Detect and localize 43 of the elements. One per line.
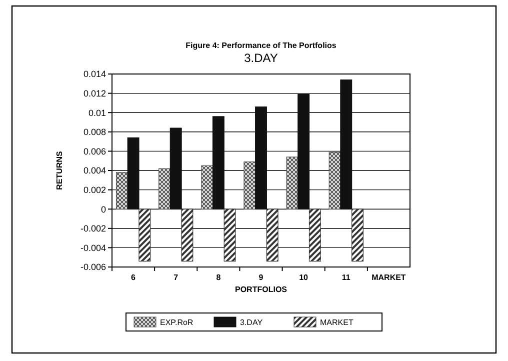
y-tick-label: 0.006 (83, 146, 106, 156)
x-tick-label: 6 (131, 273, 136, 282)
bar (352, 208, 364, 262)
bar (158, 168, 170, 210)
bar (138, 208, 151, 262)
bar (181, 208, 194, 262)
bar (255, 106, 267, 210)
legend-label: 3.DAY (240, 318, 264, 327)
bar (170, 128, 182, 210)
legend-label: EXP.RoR (160, 318, 194, 327)
bar (224, 208, 236, 262)
x-tick-label: 11 (342, 273, 351, 282)
bar (308, 208, 321, 262)
x-tick-label: 8 (216, 273, 222, 282)
bar (328, 152, 341, 210)
y-tick-label: 0.008 (83, 127, 106, 138)
y-tick-label: -0.006 (80, 262, 106, 272)
y-tick-label: 0.012 (83, 88, 106, 98)
x-tick-label: 7 (174, 273, 179, 282)
bar (212, 116, 224, 210)
bar (244, 162, 256, 210)
y-tick-label: -0.004 (80, 242, 106, 253)
y-tick-label: 0.004 (83, 166, 106, 176)
legend-label: MARKET (320, 318, 354, 327)
x-axis-title: PORTFOLIOS (235, 285, 288, 294)
bar (127, 137, 140, 210)
x-tick-label: MARKET (372, 273, 406, 282)
y-axis-title: RETURNS (55, 150, 64, 190)
chart-title: Figure 4: Performance of The Portfolios (186, 41, 337, 50)
chart-subtitle: 3.DAY (244, 51, 278, 65)
x-tick-label: 10 (299, 273, 309, 282)
y-tick-label: -0.002 (80, 224, 106, 234)
bar (266, 208, 278, 262)
y-tick-label: 0.002 (83, 184, 106, 195)
y-tick-label: 0.014 (83, 69, 106, 80)
bar (340, 79, 352, 210)
bar (286, 156, 298, 210)
x-tick-label: 9 (258, 273, 264, 282)
bar (201, 165, 214, 210)
bar (298, 94, 310, 210)
bar (116, 172, 128, 210)
y-tick-label: 0.01 (88, 108, 106, 118)
y-tick-label: 0 (100, 204, 106, 214)
